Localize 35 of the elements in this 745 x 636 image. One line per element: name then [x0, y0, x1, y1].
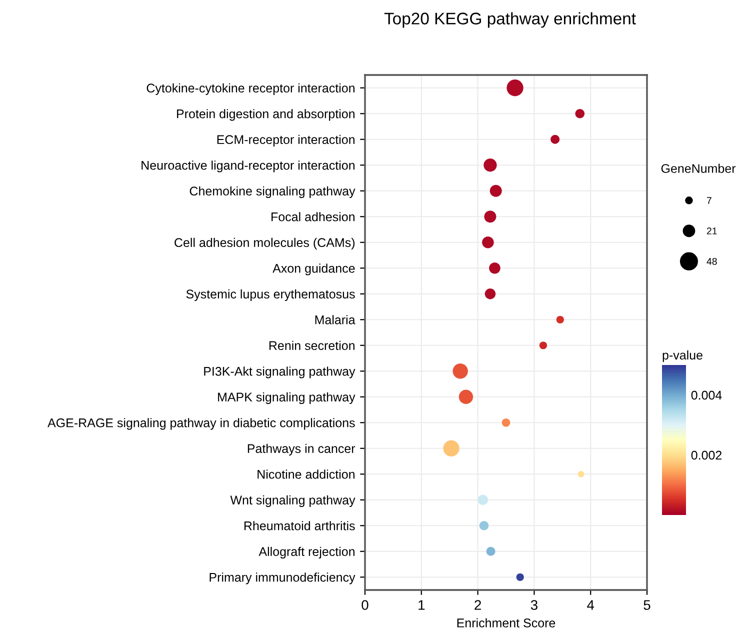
legend-label: 48: [706, 258, 717, 265]
y-tick-label: Focal adhesion: [272, 212, 354, 222]
chart-title: Top20 KEGG pathway enrichment: [384, 12, 636, 28]
y-tick-label: Rheumatoid arthritis: [244, 521, 355, 530]
legend-label: 7: [706, 197, 712, 204]
y-tick-label: Neuroactive ligand-receptor interaction: [142, 160, 354, 172]
color-bar-title: p-value: [662, 350, 702, 362]
x-tick-label: 0: [362, 600, 368, 610]
x-tick-label: 4: [587, 600, 594, 610]
y-tick-label: Protein digestion and absorption: [177, 109, 354, 121]
y-tick-label: Nicotine addiction: [258, 470, 354, 479]
y-tick-label: AGE-RAGE signaling pathway in diabetic complications: [48, 418, 355, 430]
y-tick-label: Cell adhesion molecules (CAMs): [174, 238, 355, 250]
legend-title: GeneNumber: [661, 164, 736, 173]
y-tick-label: Cytokine-cytokine receptor interaction: [146, 83, 354, 95]
y-tick-label: MAPK signaling pathway: [218, 392, 356, 404]
y-tick-label: Axon guidance: [272, 264, 355, 276]
y-tick-label: Allograft rejection: [258, 546, 354, 558]
y-tick-label: Primary immunodeficiency: [210, 572, 356, 584]
y-tick-label: PI3K-Akt signaling pathway: [204, 366, 356, 378]
color-bar-label: 0.004: [691, 390, 722, 400]
y-tick-label: Malaria: [315, 315, 356, 324]
legend-label: 21: [706, 228, 717, 234]
x-tick-label: 1: [418, 600, 425, 610]
y-tick-label: Wnt signaling pathway: [230, 495, 356, 507]
y-tick-label: ECM-receptor interaction: [217, 134, 354, 146]
y-tick-label: Pathways in cancer: [248, 444, 356, 456]
color-bar-label: 0.002: [691, 450, 722, 460]
x-axis-title: Enrichment Score: [457, 618, 556, 628]
x-tick-label: 5: [644, 600, 650, 610]
y-tick-label: Systemic lupus erythematosus: [186, 289, 355, 301]
x-tick-label: 3: [530, 600, 538, 610]
y-tick-label: Chemokine signaling pathway: [190, 186, 356, 198]
x-tick-label: 2: [474, 600, 481, 610]
y-tick-label: Renin secretion: [269, 340, 354, 350]
